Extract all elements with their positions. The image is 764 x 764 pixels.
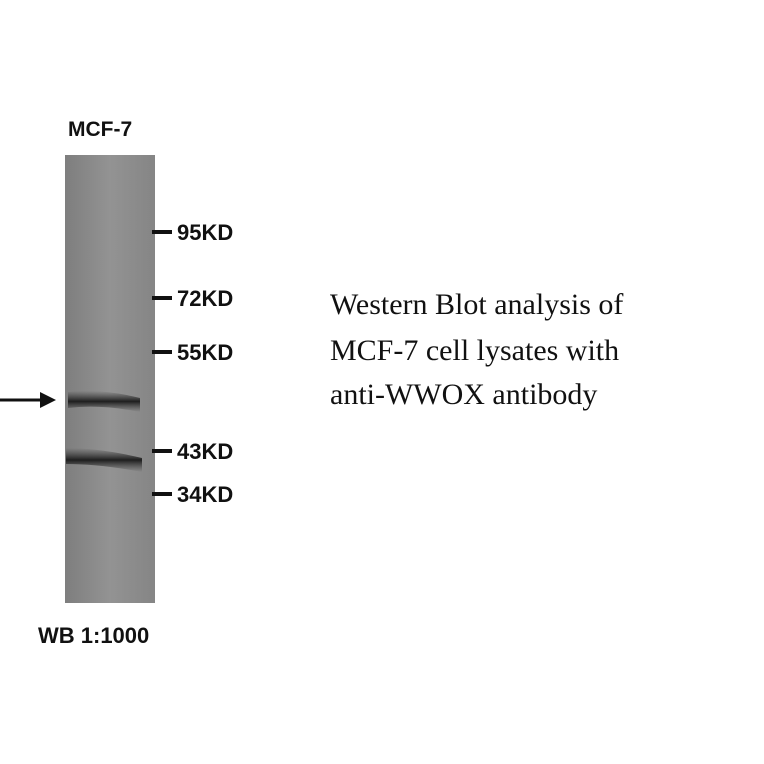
caption-line: Western Blot analysis of: [330, 288, 623, 321]
arrow: [0, 392, 56, 408]
dilution-label: WB 1:1000: [38, 623, 149, 648]
marker-label: 34KD: [177, 482, 233, 507]
lane-label: MCF-7: [68, 118, 132, 141]
band: [66, 448, 142, 472]
marker-label: 43KD: [177, 439, 233, 464]
marker-ticks: [152, 230, 172, 496]
marker-label: 72KD: [177, 286, 233, 311]
marker-label: 95KD: [177, 220, 233, 245]
lane: [65, 155, 155, 603]
band: [68, 390, 140, 412]
caption-line: anti-WWOX antibody: [330, 378, 597, 411]
marker-label: 55KD: [177, 340, 233, 365]
caption-line: MCF-7 cell lysates with: [330, 334, 619, 367]
